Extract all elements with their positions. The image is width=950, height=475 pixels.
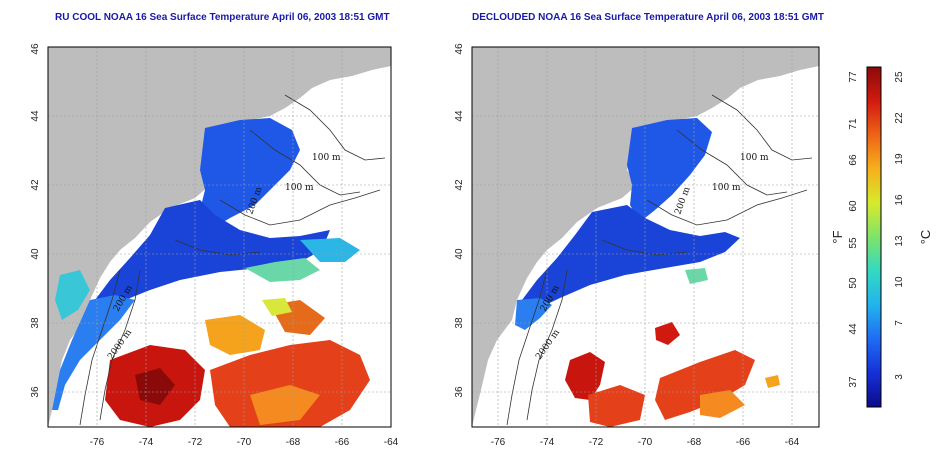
x-tick: -76 xyxy=(491,437,506,448)
x-tick: -70 xyxy=(237,437,252,448)
celsius-tick: 16 xyxy=(894,194,905,206)
y-tick: 38 xyxy=(30,317,41,329)
fahrenheit-tick: 37 xyxy=(848,376,859,388)
grid-lines xyxy=(472,47,819,427)
sst-field xyxy=(52,118,370,427)
y-tick: 42 xyxy=(454,179,465,191)
right-y-axis: 36 38 40 42 44 46 xyxy=(454,43,465,398)
fahrenheit-tick: 71 xyxy=(848,118,859,130)
celsius-tick: 25 xyxy=(894,71,905,83)
y-tick: 44 xyxy=(30,110,41,122)
right-x-axis: -76 -74 -72 -70 -68 -66 -64 xyxy=(491,437,800,448)
y-tick: 42 xyxy=(30,179,41,191)
y-tick: 36 xyxy=(454,386,465,398)
y-tick: 36 xyxy=(30,386,41,398)
fahrenheit-tick: 55 xyxy=(848,237,859,249)
right-map-panel xyxy=(472,47,819,427)
x-tick: -68 xyxy=(687,437,702,448)
left-map-title: RU COOL NOAA 16 Sea Surface Temperature … xyxy=(55,12,390,23)
x-tick: -66 xyxy=(335,437,350,448)
colorbar: 25 22 19 16 13 10 7 3 77 71 66 60 55 50 … xyxy=(830,66,933,408)
left-y-axis: 36 38 40 42 44 46 xyxy=(30,43,41,398)
y-tick: 46 xyxy=(30,43,41,55)
contour-label: 100 m xyxy=(285,183,314,193)
celsius-unit-label: °C xyxy=(918,230,933,245)
x-tick: -70 xyxy=(638,437,653,448)
celsius-tick: 3 xyxy=(894,374,905,380)
fahrenheit-tick: 77 xyxy=(848,71,859,83)
celsius-tick: 19 xyxy=(894,153,905,165)
fahrenheit-unit-label: °F xyxy=(830,230,845,243)
sst-field xyxy=(515,118,780,427)
left-x-axis: -76 -74 -72 -70 -68 -66 -64 xyxy=(90,437,399,448)
x-tick: -64 xyxy=(785,437,800,448)
contour-label: 100 m xyxy=(712,183,741,193)
x-tick: -74 xyxy=(139,437,154,448)
y-tick: 46 xyxy=(454,43,465,55)
right-map-frame xyxy=(471,46,820,428)
right-map-title: DECLOUDED NOAA 16 Sea Surface Temperatur… xyxy=(472,12,824,23)
colorbar-gradient xyxy=(866,66,882,408)
left-map-frame xyxy=(47,46,392,428)
celsius-tick: 10 xyxy=(894,276,905,288)
fahrenheit-tick: 44 xyxy=(848,323,859,335)
fahrenheit-tick: 60 xyxy=(848,200,859,212)
bathymetry-contours xyxy=(79,94,386,426)
x-tick: -74 xyxy=(540,437,555,448)
contour-label: 100 m xyxy=(312,153,341,163)
celsius-tick: 7 xyxy=(894,320,905,326)
fahrenheit-tick: 66 xyxy=(848,154,859,166)
y-tick: 40 xyxy=(454,248,465,260)
grid-lines xyxy=(48,47,391,427)
y-tick: 38 xyxy=(454,317,465,329)
left-map-panel xyxy=(48,47,391,427)
x-tick: -64 xyxy=(384,437,399,448)
x-tick: -72 xyxy=(589,437,604,448)
y-tick: 44 xyxy=(454,110,465,122)
land-mass xyxy=(48,47,391,427)
celsius-tick: 13 xyxy=(894,235,905,247)
contour-label: 100 m xyxy=(740,153,769,163)
celsius-tick: 22 xyxy=(894,112,905,124)
fahrenheit-tick: 50 xyxy=(848,277,859,289)
y-tick: 40 xyxy=(30,248,41,260)
land-mass xyxy=(472,47,819,427)
x-tick: -68 xyxy=(286,437,301,448)
x-tick: -66 xyxy=(736,437,751,448)
bathymetry-contours xyxy=(506,94,813,426)
x-tick: -72 xyxy=(188,437,203,448)
x-tick: -76 xyxy=(90,437,105,448)
